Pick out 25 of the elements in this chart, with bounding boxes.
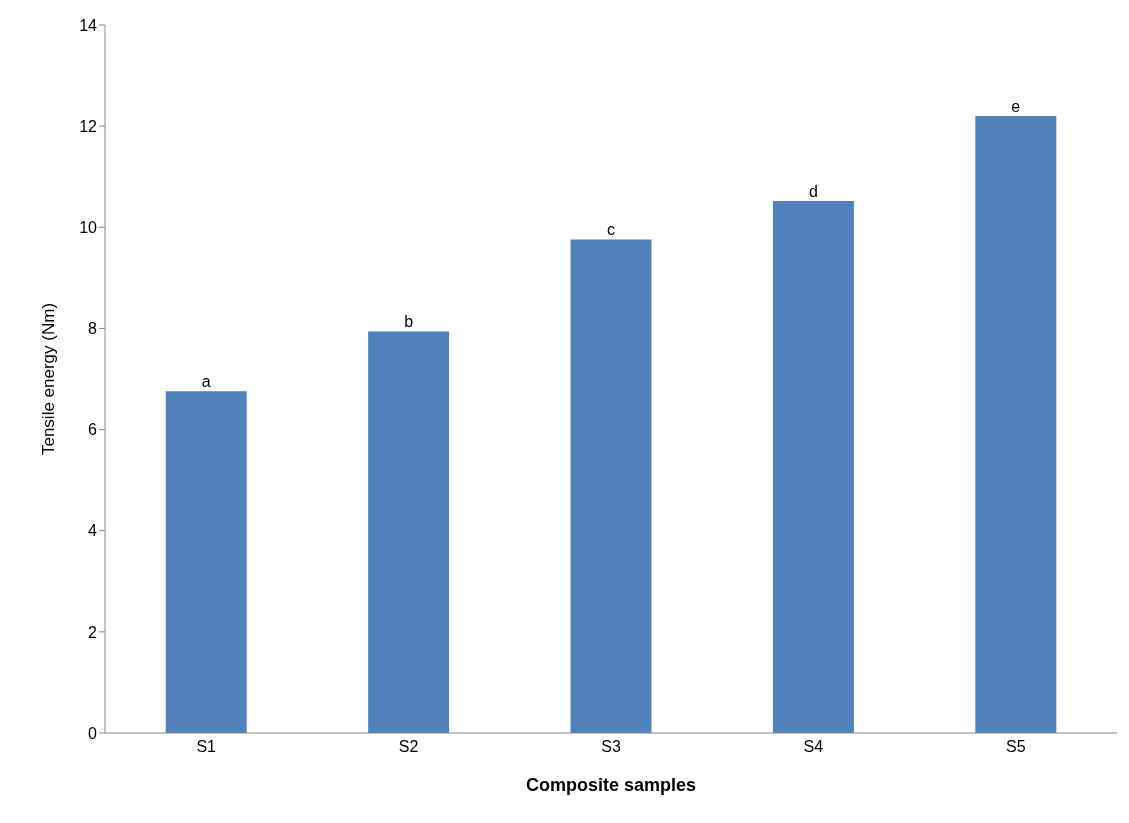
bar xyxy=(772,200,854,733)
y-tick-label: 0 xyxy=(88,724,98,742)
annotation: c xyxy=(607,221,615,239)
x-tick-label: S2 xyxy=(398,738,419,756)
y-tick-label: 2 xyxy=(88,623,98,641)
annotation: d xyxy=(808,182,818,200)
x-tick-label: S4 xyxy=(803,738,824,756)
x-axis-title: Composite samples xyxy=(525,775,697,795)
bar xyxy=(165,391,247,733)
x-tick-label: S3 xyxy=(601,738,621,756)
y-axis-title: Tensile energy (Nm) xyxy=(39,302,59,456)
bar xyxy=(368,331,450,733)
y-tick-label: 12 xyxy=(79,117,98,135)
y-tick-label: 4 xyxy=(88,522,98,540)
bar xyxy=(570,239,652,733)
annotation: a xyxy=(201,373,211,391)
annotation: e xyxy=(1011,98,1021,116)
x-tick-label: S1 xyxy=(196,738,217,756)
x-tick-label: S5 xyxy=(1006,738,1026,756)
bar xyxy=(975,116,1057,733)
annotation: b xyxy=(404,313,414,331)
y-tick-label: 8 xyxy=(88,320,98,338)
y-tick-label: 14 xyxy=(79,16,98,34)
y-tick-label: 10 xyxy=(79,218,98,236)
y-tick-label: 6 xyxy=(88,421,98,439)
